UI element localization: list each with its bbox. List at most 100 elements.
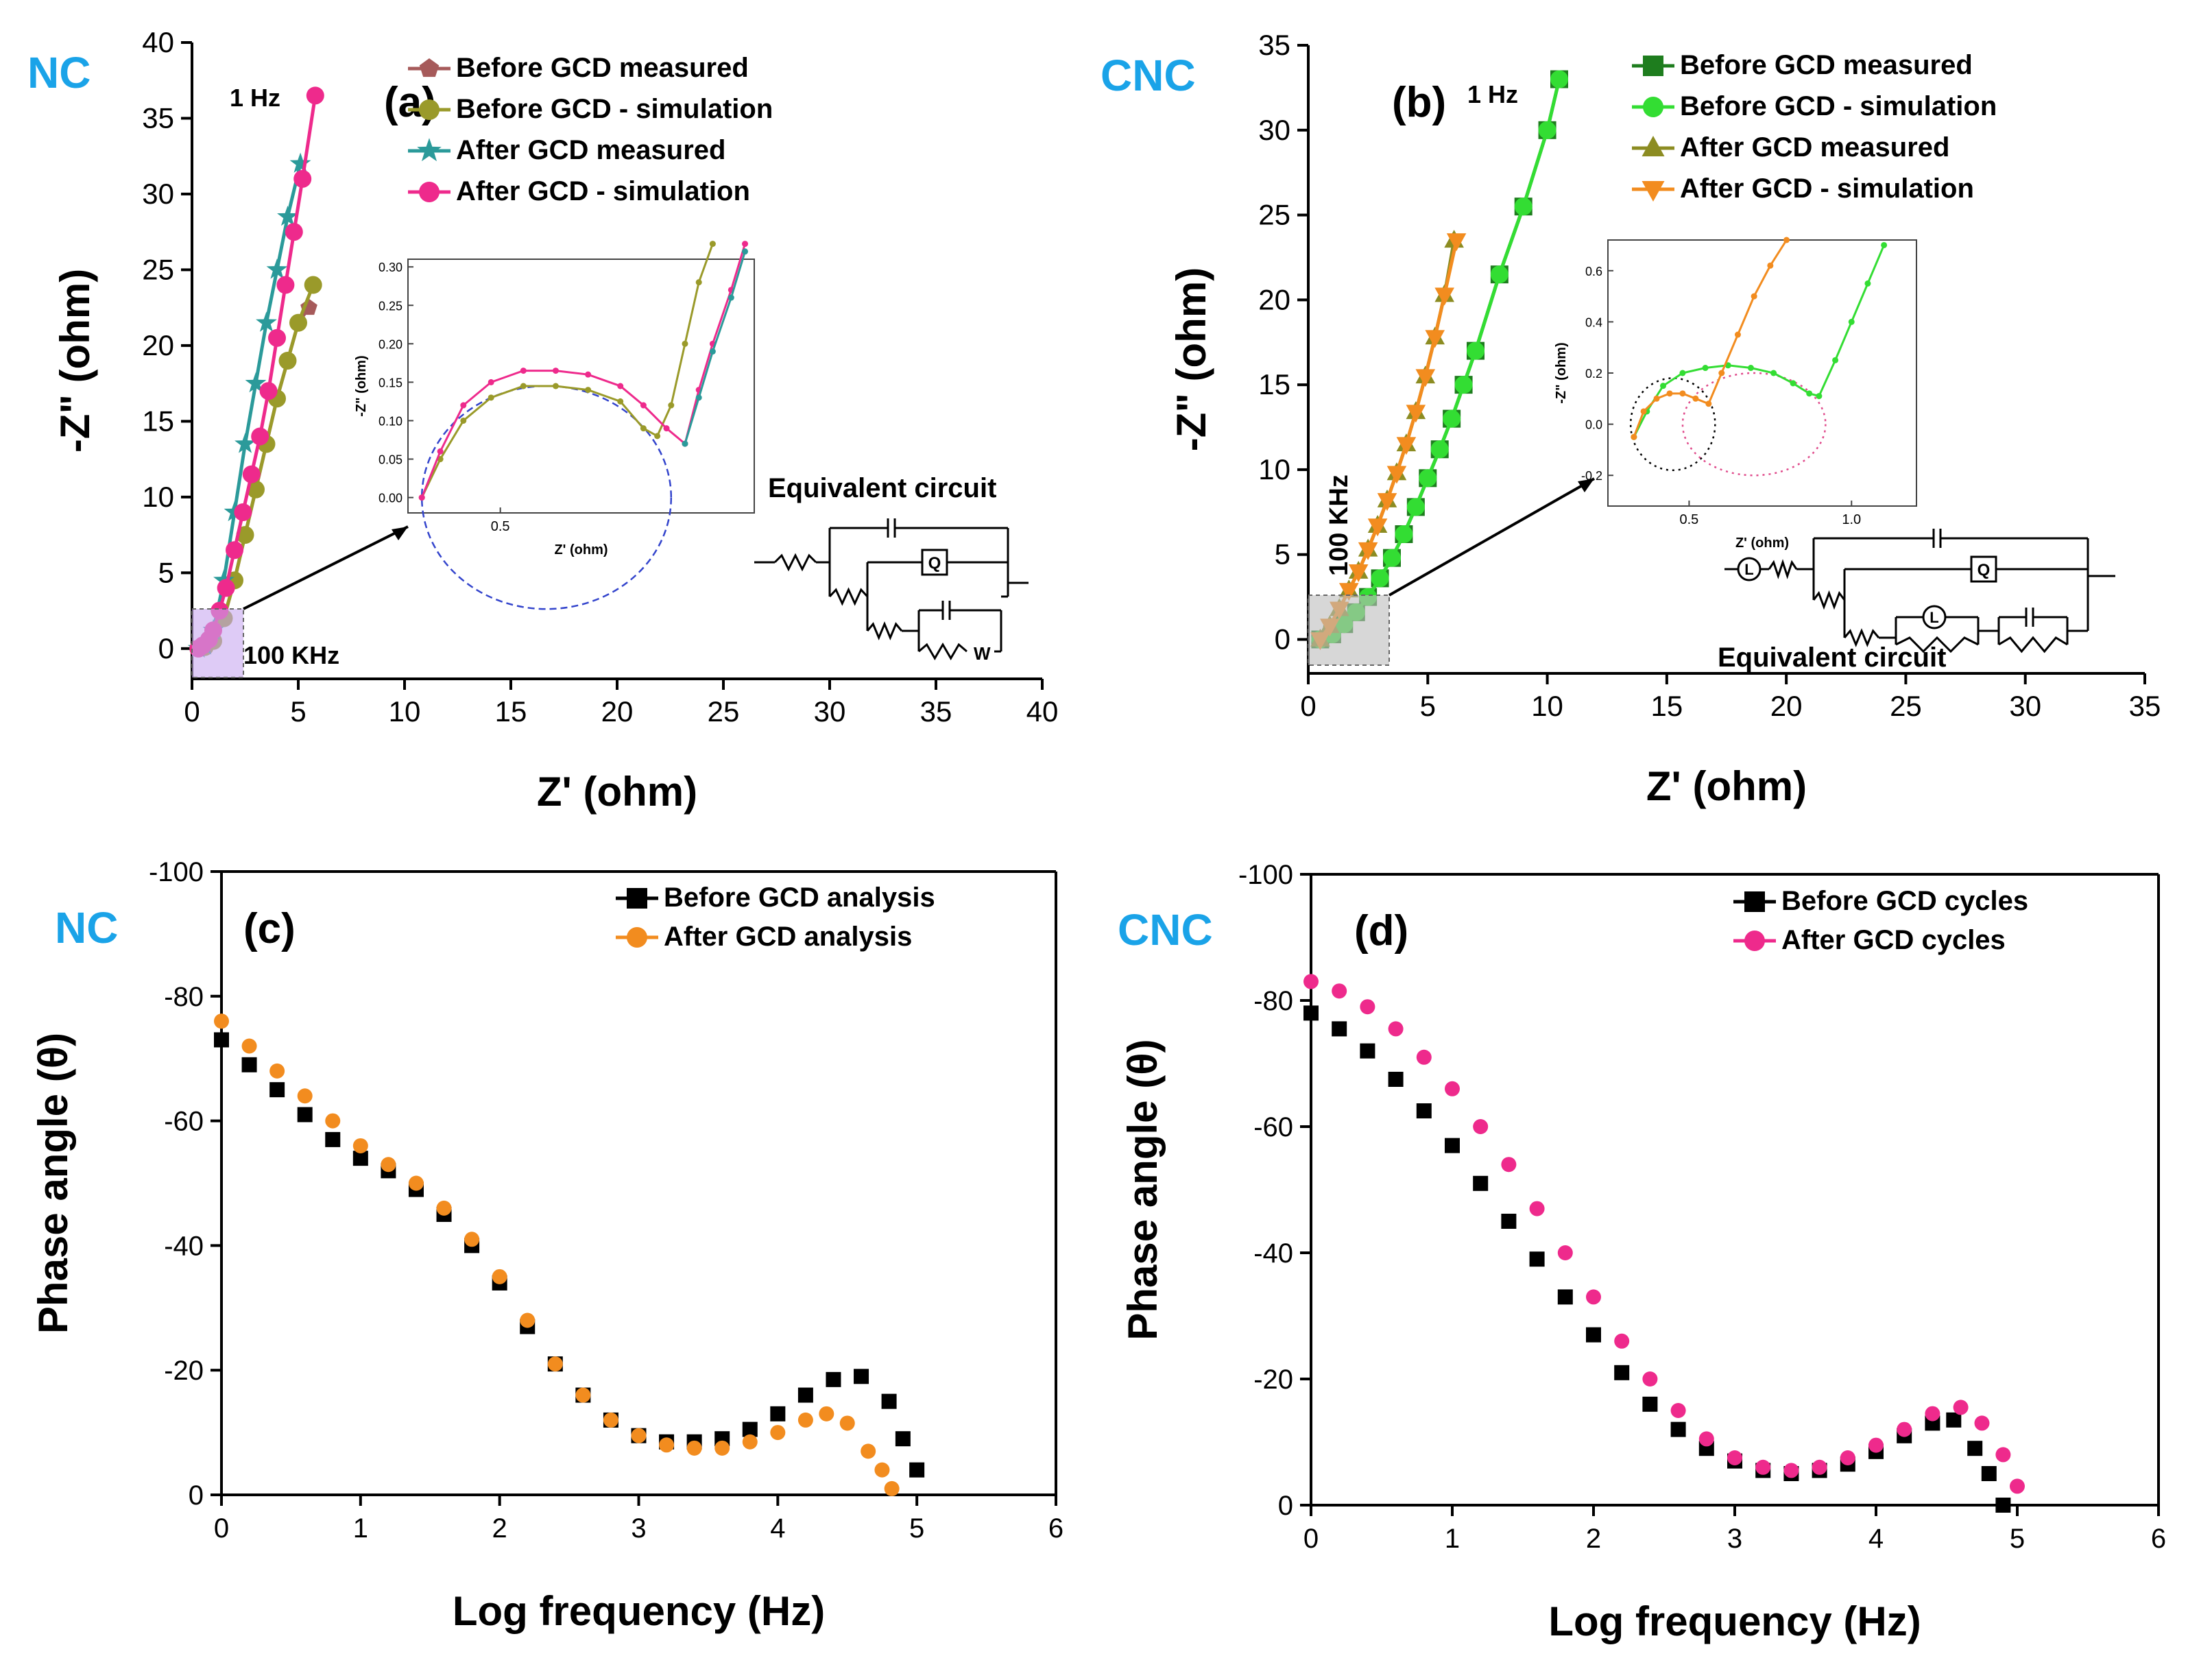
data-point <box>1514 197 1532 216</box>
y-tick-label: 35 <box>1258 29 1290 61</box>
data-point <box>1812 1459 1827 1475</box>
y-tick-label: 40 <box>142 26 174 58</box>
data-point <box>1419 469 1437 488</box>
inset-data-point <box>1702 365 1709 372</box>
y-tick-label: -100 <box>1238 860 1293 890</box>
data-point <box>214 1013 229 1029</box>
data-point <box>1557 1289 1573 1305</box>
data-point <box>1538 121 1556 139</box>
data-point <box>1360 999 1375 1015</box>
y-tick-label: -80 <box>164 982 204 1012</box>
x-tick-label: 1 <box>1445 1524 1460 1554</box>
data-point <box>276 276 295 294</box>
data-point <box>1670 1421 1686 1437</box>
y-tick-label: -100 <box>149 857 204 887</box>
inset-data-point <box>1767 262 1774 269</box>
element-box-label: Q <box>928 554 941 573</box>
inset-data-point <box>1832 357 1839 363</box>
inset-y-tick-label: 0.25 <box>378 299 402 313</box>
resistor-symbol <box>828 587 869 606</box>
data-point <box>1416 1103 1432 1118</box>
data-point <box>492 1269 507 1284</box>
data-point <box>1586 1289 1601 1305</box>
x-tick-label: 20 <box>1770 690 1803 722</box>
legend-label: After GCD - simulation <box>1680 173 1974 204</box>
x-tick-label: 10 <box>389 695 421 728</box>
x-tick-label: 0 <box>184 695 200 728</box>
y-tick-label: -20 <box>1253 1365 1293 1395</box>
data-point <box>1445 1081 1460 1096</box>
data-point <box>1946 1412 1962 1428</box>
inset-series-line <box>420 243 714 499</box>
y-tick-label: -60 <box>164 1107 204 1137</box>
inset-data-point <box>585 371 592 378</box>
data-point <box>289 313 307 332</box>
inset-data-point <box>617 383 624 389</box>
data-point <box>861 1443 876 1459</box>
data-point <box>1642 1396 1658 1412</box>
inset-data-point <box>520 368 527 374</box>
inset-data-point <box>552 383 559 389</box>
data-point <box>217 579 235 597</box>
inset-data-point <box>1770 370 1777 376</box>
inset-data-point <box>617 398 624 405</box>
arrow-head <box>1578 479 1594 492</box>
data-point <box>714 1440 730 1456</box>
inset-data-point <box>709 241 716 248</box>
x-tick-label: 5 <box>1420 690 1436 722</box>
legend-label: Before GCD measured <box>1680 50 1973 80</box>
zoom-region <box>1308 595 1390 666</box>
resistor-symbol <box>773 553 817 572</box>
data-point <box>1383 549 1401 567</box>
data-point <box>464 1232 480 1247</box>
data-point <box>1377 493 1397 512</box>
data-point <box>1358 542 1378 560</box>
y-tick-label: 15 <box>1258 368 1290 400</box>
arrow-head <box>392 527 408 540</box>
inset-data-point <box>1631 433 1637 440</box>
inset-data-point <box>1881 241 1888 248</box>
legend-label: After GCD measured <box>456 135 725 165</box>
legend-marker <box>1744 931 1765 951</box>
inset-data-point <box>1653 395 1660 402</box>
inset-data-point <box>1751 293 1757 300</box>
inset-data-point <box>488 394 494 401</box>
legend-label: Before GCD measured <box>456 53 749 83</box>
legend-marker <box>419 99 440 120</box>
inset-y-tick-label: 0.00 <box>378 492 402 505</box>
data-point <box>520 1312 536 1328</box>
data-point <box>278 352 297 370</box>
x-tick-label: 6 <box>2151 1524 2166 1554</box>
inset-data-point <box>585 387 592 394</box>
legend-label: After GCD - simulation <box>456 176 750 206</box>
data-point <box>269 1063 285 1079</box>
resistor-symbol <box>866 621 903 640</box>
inset-data-point <box>654 433 661 440</box>
x-axis-title: Z' (ohm) <box>537 769 697 815</box>
legend: Before GCD measured Before GCD - simulati… <box>1632 50 1997 204</box>
y-tick-label: 0 <box>158 632 174 664</box>
data-point <box>1386 466 1407 484</box>
data-point <box>1473 1175 1489 1191</box>
y-tick-label: 0 <box>189 1480 204 1511</box>
data-point <box>306 86 324 105</box>
y-tick-label: -40 <box>1253 1238 1293 1269</box>
panel-label: (d) <box>1354 907 1408 955</box>
data-point <box>1755 1459 1771 1475</box>
inset-y-tick-label: 0.2 <box>1585 367 1602 381</box>
data-point <box>304 276 322 294</box>
y-axis-title: -Z" (ohm) <box>52 269 98 453</box>
data-point <box>1840 1450 1855 1465</box>
data-point <box>325 1113 341 1129</box>
fit-circle-before <box>1681 372 1827 477</box>
x-axis-title: Log frequency (Hz) <box>1548 1598 1921 1644</box>
data-point <box>245 372 267 393</box>
inset-data-point <box>418 494 425 501</box>
y-tick-label: 30 <box>142 178 174 210</box>
inset-data-point <box>742 241 749 248</box>
data-point <box>1995 1498 2011 1513</box>
y-tick-label: 30 <box>1258 114 1290 146</box>
data-point <box>686 1440 702 1456</box>
y-tick-label: 20 <box>1258 283 1290 315</box>
legend-label: After GCD cycles <box>1781 925 2006 955</box>
